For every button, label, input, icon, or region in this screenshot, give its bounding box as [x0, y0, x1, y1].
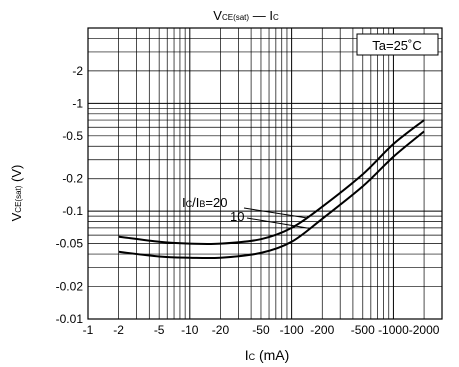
plot-frame — [87, 27, 443, 320]
y-tick-label: -2 — [72, 64, 83, 78]
x-axis-label: IC (mA) — [245, 347, 290, 363]
series-line-10 — [118, 130, 425, 260]
x-tick-label: -20 — [212, 323, 230, 337]
annotation-text: Ta=25˚C — [372, 38, 422, 53]
x-tick-label: -2000 — [409, 323, 440, 337]
series-line-20 — [118, 119, 425, 246]
x-tick-label: -1 — [83, 323, 94, 337]
x-tick-label: -100 — [280, 323, 304, 337]
y-tick-label: -0.1 — [62, 204, 83, 218]
x-tick-label: -200 — [310, 323, 334, 337]
y-tick-label: -0.5 — [62, 129, 83, 143]
y-tick-label: -0.02 — [56, 280, 84, 294]
y-axis-label: VCE(sat) (V) — [9, 165, 24, 222]
grid — [87, 27, 443, 320]
x-tick-label: -10 — [181, 323, 199, 337]
annotation-box — [356, 33, 439, 56]
series-label-10: 10 — [230, 209, 244, 224]
x-tick-label: -2 — [113, 323, 124, 337]
y-tick-label: -0.2 — [62, 172, 83, 186]
x-tick-labels: -1 -2 -5 -10 -20 -50 -100 -200 -500 -1000 -2000 — [83, 323, 440, 337]
y-tick-label: -0.01 — [56, 312, 84, 326]
x-tick-label: -50 — [252, 323, 270, 337]
leader-line-10 — [246, 217, 311, 229]
y-tick-label: -0.05 — [56, 237, 84, 251]
x-tick-label: -5 — [154, 323, 165, 337]
x-tick-label: -1000 — [378, 323, 409, 337]
leader-line-20 — [243, 207, 308, 219]
chart-title: VCE(sat) — IC — [213, 8, 279, 23]
y-tick-label: -1 — [72, 96, 83, 110]
series-label-20: IC/IB=20 — [182, 195, 227, 210]
x-tick-label: -500 — [351, 323, 375, 337]
y-tick-labels: -0.01 -0.02 -0.05 -0.1 -0.2 -0.5 -1 -2 — [56, 64, 84, 326]
